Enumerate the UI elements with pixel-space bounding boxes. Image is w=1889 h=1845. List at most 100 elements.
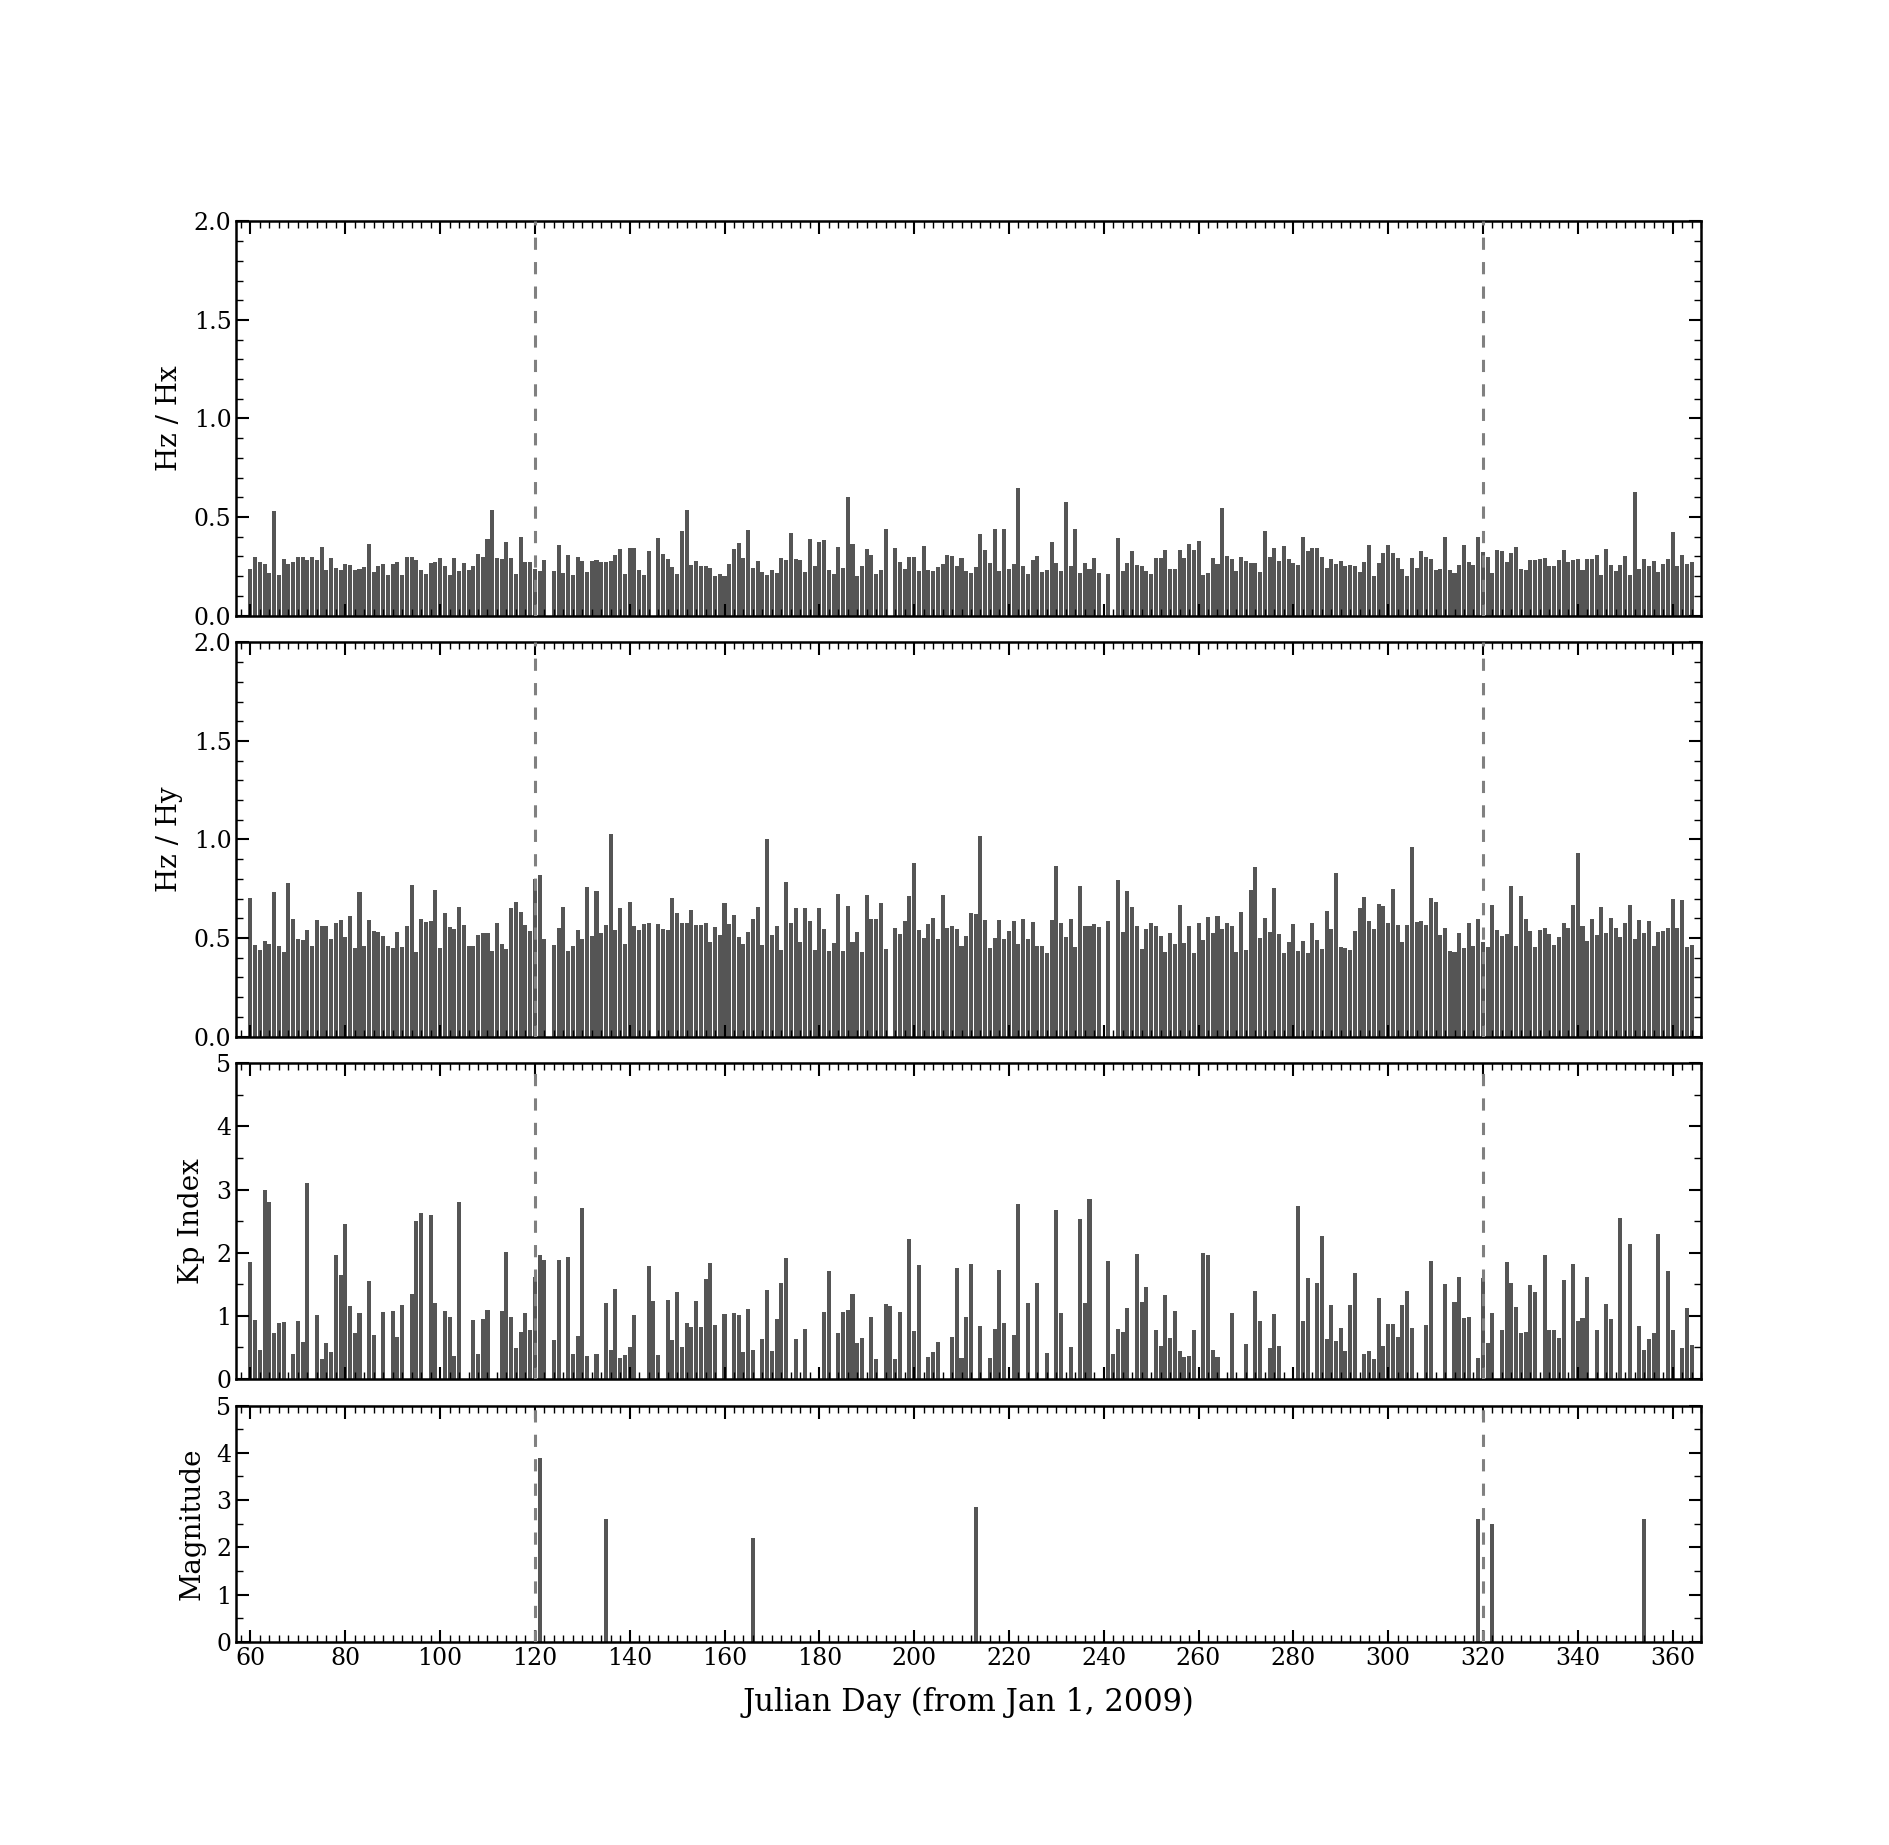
Bar	[1400, 941, 1404, 1037]
Bar	[1642, 934, 1645, 1037]
Bar	[1475, 537, 1479, 616]
Bar	[680, 1347, 684, 1378]
Bar	[508, 557, 514, 616]
Bar	[992, 1328, 996, 1378]
Bar	[1067, 1347, 1071, 1378]
Bar	[1532, 1292, 1536, 1378]
Bar	[1007, 932, 1011, 1037]
Bar	[357, 1314, 361, 1378]
Bar	[580, 939, 584, 1037]
Bar	[329, 1352, 332, 1378]
Bar	[1575, 559, 1579, 616]
Bar	[1371, 928, 1375, 1037]
Bar	[1519, 568, 1523, 616]
Bar	[1154, 926, 1158, 1037]
Bar	[963, 1317, 967, 1378]
Bar	[1319, 1236, 1322, 1378]
Bar	[1243, 1343, 1247, 1378]
Bar	[954, 1268, 958, 1378]
Bar	[844, 1310, 850, 1378]
Bar	[1048, 921, 1052, 1037]
Bar	[1045, 570, 1048, 616]
Bar	[363, 566, 366, 616]
Bar	[382, 565, 385, 616]
Bar	[1296, 1207, 1300, 1378]
Bar	[567, 1256, 570, 1378]
Bar	[1035, 1284, 1039, 1378]
Bar	[1124, 1308, 1130, 1378]
Bar	[410, 1293, 414, 1378]
Bar	[1096, 926, 1101, 1037]
Bar	[1689, 1345, 1693, 1378]
Bar	[897, 1312, 901, 1378]
Bar	[841, 952, 844, 1037]
Bar	[1371, 576, 1375, 616]
Bar	[718, 574, 722, 616]
Bar	[470, 566, 474, 616]
Bar	[1485, 557, 1489, 616]
Bar	[935, 1341, 939, 1378]
Bar	[404, 926, 408, 1037]
Bar	[655, 1354, 659, 1378]
Bar	[504, 542, 508, 616]
Bar	[997, 572, 1001, 616]
Bar	[854, 576, 859, 616]
Bar	[1579, 1319, 1583, 1378]
Bar	[1604, 550, 1608, 616]
Bar	[576, 557, 580, 616]
Bar	[414, 952, 417, 1037]
Bar	[429, 563, 433, 616]
Bar	[1413, 568, 1419, 616]
Bar	[1281, 954, 1285, 1037]
Bar	[518, 1332, 523, 1378]
Bar	[1608, 919, 1611, 1037]
Bar	[400, 1304, 404, 1378]
Bar	[1575, 1321, 1579, 1378]
Bar	[1547, 934, 1551, 1037]
Bar	[1541, 559, 1545, 616]
Bar	[746, 1310, 750, 1378]
Bar	[1205, 1255, 1209, 1378]
Bar	[684, 1323, 688, 1378]
Bar	[1422, 1325, 1428, 1378]
Bar	[1645, 566, 1649, 616]
Bar	[334, 922, 338, 1037]
Bar	[1016, 1205, 1020, 1378]
Bar	[1067, 566, 1071, 616]
Bar	[737, 1315, 740, 1378]
Bar	[1064, 502, 1067, 616]
Bar	[1617, 565, 1621, 616]
Bar	[646, 922, 650, 1037]
Bar	[315, 1315, 319, 1378]
Bar	[1362, 1354, 1366, 1378]
Bar	[718, 935, 722, 1037]
Bar	[1092, 924, 1096, 1037]
Bar	[476, 554, 480, 616]
Bar	[893, 928, 897, 1037]
Bar	[514, 1349, 518, 1378]
Bar	[1300, 537, 1303, 616]
Bar	[1670, 533, 1674, 616]
Bar	[272, 511, 276, 616]
Bar	[1096, 574, 1101, 616]
Bar	[1585, 1277, 1589, 1378]
Bar	[661, 930, 665, 1037]
Bar	[382, 1312, 385, 1378]
Bar	[912, 863, 916, 1037]
Bar	[518, 911, 523, 1037]
Bar	[508, 908, 514, 1037]
Bar	[1309, 548, 1313, 616]
Bar	[1456, 1277, 1460, 1378]
Bar	[1249, 889, 1252, 1037]
Bar	[480, 557, 484, 616]
Bar	[576, 1336, 580, 1378]
Bar	[1143, 572, 1149, 616]
Bar	[1077, 886, 1082, 1037]
Bar	[1268, 557, 1271, 616]
Bar	[1528, 561, 1532, 616]
Bar	[1438, 935, 1441, 1037]
Bar	[1608, 1319, 1611, 1378]
Bar	[969, 574, 973, 616]
Bar	[476, 935, 480, 1037]
Bar	[1177, 906, 1181, 1037]
